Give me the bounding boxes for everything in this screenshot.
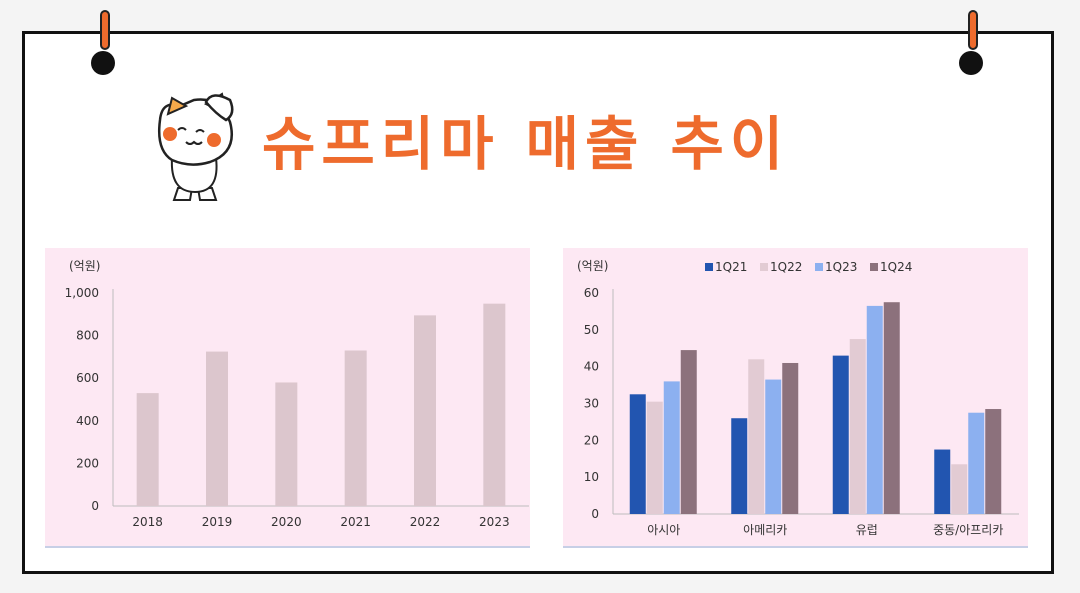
bar-2021 (344, 350, 367, 506)
x-tick-label: 2021 (340, 515, 371, 529)
bar-1Q23-유럽 (866, 305, 883, 514)
bar-1Q21-아시아 (629, 394, 646, 514)
panel-divider (563, 546, 1028, 548)
legend-swatch-1Q23 (815, 263, 823, 271)
right-pin (968, 10, 978, 50)
y-tick-label: 50 (584, 323, 599, 337)
x-tick-label: 아메리카 (743, 523, 787, 537)
bar-1Q23-아시아 (663, 381, 680, 514)
bar-1Q22-아메리카 (748, 359, 765, 514)
bar-1Q23-중동/아프리카 (968, 412, 985, 514)
panel-divider (45, 546, 530, 548)
bar-1Q24-유럽 (883, 302, 900, 514)
y-tick-label: 800 (76, 329, 99, 343)
bar-1Q24-아메리카 (782, 362, 799, 514)
y-tick-label: 60 (584, 286, 599, 300)
legend-label-1Q24: 1Q24 (880, 260, 912, 274)
legend-label-1Q23: 1Q23 (825, 260, 857, 274)
bar-1Q24-중동/아프리카 (985, 409, 1002, 514)
y-tick-label: 10 (584, 470, 599, 484)
y-tick-label: 400 (76, 414, 99, 428)
y-tick-label: 20 (584, 433, 599, 447)
y-tick-label: 200 (76, 456, 99, 470)
y-tick-label: 600 (76, 371, 99, 385)
right-pin-hole (959, 51, 983, 75)
unit-label: (억원) (69, 259, 100, 273)
left-pin-hole (91, 51, 115, 75)
annual-revenue-chart-panel: (억원) 0 200 400 600 800 1,000 2018 2019 2020 2021 20… (45, 248, 530, 548)
bar-2023 (483, 303, 506, 506)
bar-2020 (275, 382, 298, 506)
y-tick-label: 0 (591, 507, 599, 521)
legend-swatch-1Q24 (870, 263, 878, 271)
y-tick-label: 40 (584, 360, 599, 374)
bar-2019 (206, 351, 228, 506)
bar-1Q22-중동/아프리카 (951, 464, 968, 514)
bar-1Q24-아시아 (680, 350, 697, 514)
bar-1Q22-아시아 (646, 401, 663, 514)
legend-label-1Q21: 1Q21 (715, 260, 747, 274)
x-tick-label: 2018 (132, 515, 163, 529)
bar-2018 (136, 393, 159, 506)
page-title: 슈프리마 매출 추이 (262, 110, 790, 178)
legend-swatch-1Q21 (705, 263, 713, 271)
y-tick-label: 1,000 (65, 286, 99, 300)
legend-label-1Q22: 1Q22 (770, 260, 802, 274)
cat-mascot-icon (158, 92, 234, 201)
bar-1Q21-아메리카 (731, 418, 748, 514)
bar-1Q21-유럽 (832, 355, 849, 514)
bar-1Q22-유럽 (849, 339, 866, 514)
annual-revenue-chart: (억원) 0 200 400 600 800 1,000 2018 2019 2020 2021 20… (65, 259, 529, 529)
x-tick-label: 중동/아프리카 (933, 523, 1003, 537)
x-tick-label: 유럽 (856, 523, 878, 537)
x-tick-label: 2023 (479, 515, 510, 529)
unit-label: (억원) (577, 259, 608, 273)
regional-revenue-chart-panel: (억원) 0 10 20 30 40 50 60 아시아 아메리카 유럽 중동/아프리카 1Q21 1Q2… (563, 248, 1028, 548)
legend-swatch-1Q22 (760, 263, 768, 271)
x-tick-label: 2019 (202, 515, 233, 529)
bar-2022 (414, 315, 436, 506)
y-tick-label: 0 (91, 499, 99, 513)
x-tick-label: 아시아 (647, 523, 680, 537)
regional-revenue-chart: (억원) 0 10 20 30 40 50 60 아시아 아메리카 유럽 중동/아프리카 1Q21 1Q2… (577, 259, 1019, 537)
x-tick-label: 2022 (410, 515, 441, 529)
left-pin (100, 10, 110, 50)
y-tick-label: 30 (584, 397, 599, 411)
bar-1Q23-아메리카 (765, 379, 782, 514)
x-tick-label: 2020 (271, 515, 302, 529)
bar-1Q21-중동/아프리카 (934, 449, 951, 514)
